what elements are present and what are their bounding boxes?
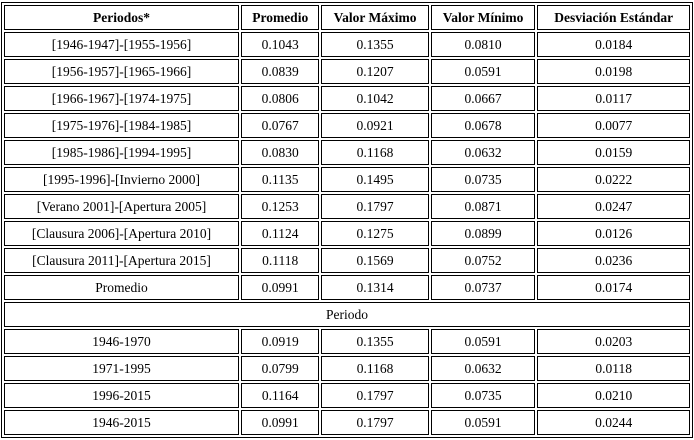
table-cell: 0.1207 bbox=[321, 59, 429, 84]
table-cell: [1985-1986]-[1994-1995] bbox=[4, 140, 240, 165]
table-cell: 0.0735 bbox=[430, 167, 536, 192]
table-cell: 0.0919 bbox=[241, 329, 320, 354]
table-cell: 0.1314 bbox=[321, 275, 429, 300]
header-cell: Promedio bbox=[241, 5, 320, 30]
table-cell: 0.1168 bbox=[321, 356, 429, 381]
table-cell: [Clausura 2011]-[Apertura 2015] bbox=[4, 248, 240, 273]
table-cell: [1966-1967]-[1974-1975] bbox=[4, 86, 240, 111]
table-cell: [1946-1947]-[1955-1956] bbox=[4, 32, 240, 57]
section-label: Periodo bbox=[4, 302, 690, 327]
table-cell: 0.1124 bbox=[241, 221, 320, 246]
table-cell: 0.0678 bbox=[430, 113, 536, 138]
table-row: [1966-1967]-[1974-1975] 0.0806 0.1042 0.066… bbox=[4, 86, 690, 111]
table-cell: 0.0737 bbox=[430, 275, 536, 300]
table-cell: 0.0991 bbox=[241, 275, 320, 300]
table-cell: [1956-1957]-[1965-1966] bbox=[4, 59, 240, 84]
table-cell: 0.0174 bbox=[537, 275, 690, 300]
table-row: 1996-2015 0.1164 0.1797 0.0735 0.0210 bbox=[4, 383, 690, 408]
table-cell: 0.0632 bbox=[430, 356, 536, 381]
table-row: [Verano 2001]-[Apertura 2005] 0.1253 0.179… bbox=[4, 194, 690, 219]
table-row: Promedio 0.0991 0.1314 0.0737 0.0174 bbox=[4, 275, 690, 300]
table-cell: 0.1135 bbox=[241, 167, 320, 192]
table-cell: 0.1253 bbox=[241, 194, 320, 219]
table-cell: 0.0799 bbox=[241, 356, 320, 381]
table-cell: [Clausura 2006]-[Apertura 2010] bbox=[4, 221, 240, 246]
table-row: 1946-2015 0.0991 0.1797 0.0591 0.0244 bbox=[4, 410, 690, 435]
table-cell: 0.0871 bbox=[430, 194, 536, 219]
table-row: [1956-1957]-[1965-1966] 0.0839 0.1207 0.059… bbox=[4, 59, 690, 84]
table-row: [1985-1986]-[1994-1995] 0.0830 0.1168 0.063… bbox=[4, 140, 690, 165]
table-cell: 0.1118 bbox=[241, 248, 320, 273]
table-cell: 1946-1970 bbox=[4, 329, 240, 354]
table-cell: 0.1043 bbox=[241, 32, 320, 57]
header-cell: Valor Máximo bbox=[321, 5, 429, 30]
table-cell: 0.1164 bbox=[241, 383, 320, 408]
table-cell: 0.0247 bbox=[537, 194, 690, 219]
table-cell: 0.0991 bbox=[241, 410, 320, 435]
table-cell: 0.0184 bbox=[537, 32, 690, 57]
table-cell: 0.0244 bbox=[537, 410, 690, 435]
table-cell: 1971-1995 bbox=[4, 356, 240, 381]
table-cell: 0.0735 bbox=[430, 383, 536, 408]
table-cell: 0.0899 bbox=[430, 221, 536, 246]
table-cell: 1946-2015 bbox=[4, 410, 240, 435]
table-cell: 0.0117 bbox=[537, 86, 690, 111]
table-cell: [1975-1976]-[1984-1985] bbox=[4, 113, 240, 138]
table-cell: 0.0210 bbox=[537, 383, 690, 408]
table-cell: 0.0203 bbox=[537, 329, 690, 354]
table-row: [1946-1947]-[1955-1956] 0.1043 0.1355 0.081… bbox=[4, 32, 690, 57]
table-cell: 0.0159 bbox=[537, 140, 690, 165]
table-cell: 0.1355 bbox=[321, 32, 429, 57]
table-cell: 0.0198 bbox=[537, 59, 690, 84]
table-cell: 0.0810 bbox=[430, 32, 536, 57]
table-cell: 0.1797 bbox=[321, 194, 429, 219]
table-row: 1971-1995 0.0799 0.1168 0.0632 0.0118 bbox=[4, 356, 690, 381]
table-row: [Clausura 2006]-[Apertura 2010] 0.1124 0.1… bbox=[4, 221, 690, 246]
table-cell: 0.0830 bbox=[241, 140, 320, 165]
table-cell: 0.0767 bbox=[241, 113, 320, 138]
table-cell: 0.0752 bbox=[430, 248, 536, 273]
table-cell: 0.0126 bbox=[537, 221, 690, 246]
table-cell: [Verano 2001]-[Apertura 2005] bbox=[4, 194, 240, 219]
table-cell: [1995-1996]-[Invierno 2000] bbox=[4, 167, 240, 192]
table-cell: 0.0921 bbox=[321, 113, 429, 138]
table-cell: 0.0806 bbox=[241, 86, 320, 111]
table-cell: 0.0118 bbox=[537, 356, 690, 381]
table-cell: 0.1495 bbox=[321, 167, 429, 192]
table-cell: 0.1569 bbox=[321, 248, 429, 273]
table-cell: 0.1275 bbox=[321, 221, 429, 246]
table-cell: 0.1355 bbox=[321, 329, 429, 354]
table-cell: 0.1797 bbox=[321, 410, 429, 435]
table-cell: 0.0236 bbox=[537, 248, 690, 273]
table-row: [1975-1976]-[1984-1985] 0.0767 0.0921 0.067… bbox=[4, 113, 690, 138]
header-cell: Valor Mínimo bbox=[430, 5, 536, 30]
table-cell: 0.0591 bbox=[430, 410, 536, 435]
table-row: [1995-1996]-[Invierno 2000] 0.1135 0.1495 0… bbox=[4, 167, 690, 192]
table-cell: 0.0222 bbox=[537, 167, 690, 192]
table-cell: Promedio bbox=[4, 275, 240, 300]
table-row: 1946-1970 0.0919 0.1355 0.0591 0.0203 bbox=[4, 329, 690, 354]
table-cell: 0.1797 bbox=[321, 383, 429, 408]
table-cell: 0.0667 bbox=[430, 86, 536, 111]
table-cell: 0.0839 bbox=[241, 59, 320, 84]
table-row: Periodos* Promedio Valor Máximo Valor Mínim… bbox=[4, 5, 690, 30]
table-cell: 0.0077 bbox=[537, 113, 690, 138]
header-cell: Desviación Estándar bbox=[537, 5, 690, 30]
table-row: Periodo bbox=[4, 302, 690, 327]
table-cell: 0.0591 bbox=[430, 329, 536, 354]
table-cell: 0.0591 bbox=[430, 59, 536, 84]
table-cell: 1996-2015 bbox=[4, 383, 240, 408]
table-row: [Clausura 2011]-[Apertura 2015] 0.1118 0.1… bbox=[4, 248, 690, 273]
table-cell: 0.0632 bbox=[430, 140, 536, 165]
table-cell: 0.1042 bbox=[321, 86, 429, 111]
header-cell: Periodos* bbox=[4, 5, 240, 30]
table-cell: 0.1168 bbox=[321, 140, 429, 165]
